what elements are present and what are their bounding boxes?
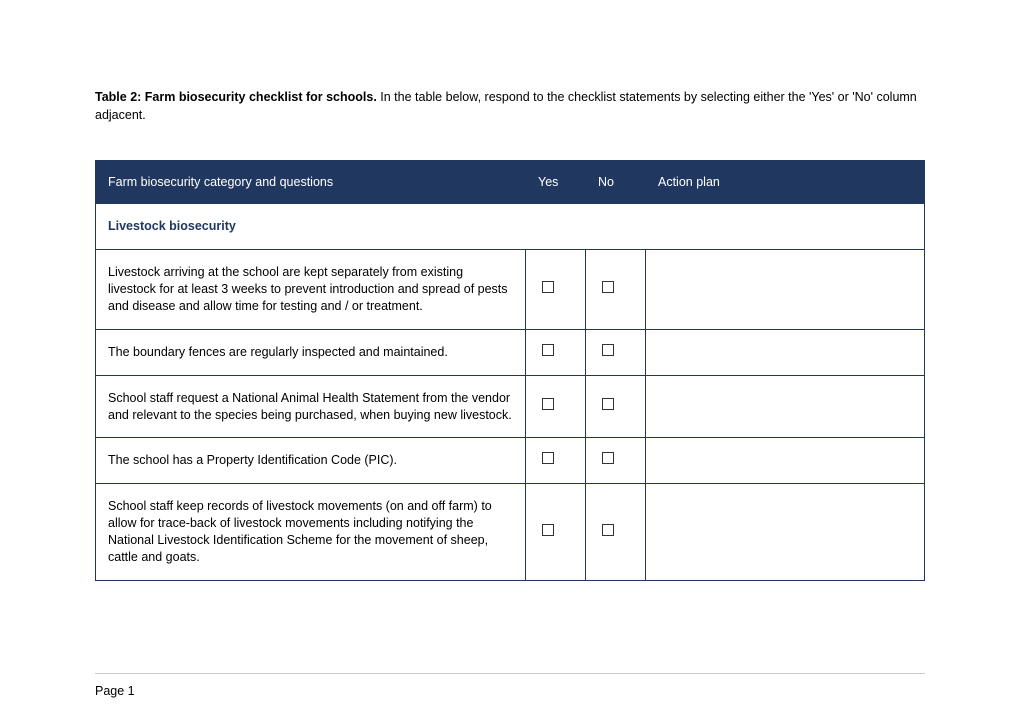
question-cell: The boundary fences are regularly inspec… [96, 329, 526, 375]
page-footer: Page 1 [95, 673, 925, 698]
section-header-row: Livestock biosecurity [96, 204, 925, 250]
checkbox-icon [602, 344, 614, 356]
action-cell[interactable] [646, 375, 925, 438]
checkbox-icon [602, 524, 614, 536]
yes-cell[interactable] [526, 250, 586, 330]
intro-title: Table 2: Farm biosecurity checklist for … [95, 90, 377, 104]
checklist-table: Farm biosecurity category and questions … [95, 160, 925, 581]
yes-cell[interactable] [526, 484, 586, 581]
action-cell[interactable] [646, 250, 925, 330]
no-cell[interactable] [586, 329, 646, 375]
question-cell: School staff request a National Animal H… [96, 375, 526, 438]
table-row: School staff request a National Animal H… [96, 375, 925, 438]
table-row: The school has a Property Identification… [96, 438, 925, 484]
table-row: The boundary fences are regularly inspec… [96, 329, 925, 375]
no-cell[interactable] [586, 438, 646, 484]
checkbox-icon [542, 524, 554, 536]
question-cell: Livestock arriving at the school are kep… [96, 250, 526, 330]
footer-divider [95, 673, 925, 674]
table-header-row: Farm biosecurity category and questions … [96, 161, 925, 204]
header-yes: Yes [526, 161, 586, 204]
page-number: Page 1 [95, 684, 135, 698]
yes-cell[interactable] [526, 438, 586, 484]
checkbox-icon [542, 281, 554, 293]
checkbox-icon [542, 344, 554, 356]
checkbox-icon [602, 281, 614, 293]
action-cell[interactable] [646, 438, 925, 484]
no-cell[interactable] [586, 250, 646, 330]
checkbox-icon [542, 452, 554, 464]
action-cell[interactable] [646, 329, 925, 375]
checkbox-icon [602, 398, 614, 410]
header-category: Farm biosecurity category and questions [96, 161, 526, 204]
no-cell[interactable] [586, 484, 646, 581]
intro-paragraph: Table 2: Farm biosecurity checklist for … [95, 88, 925, 124]
header-action: Action plan [646, 161, 925, 204]
action-cell[interactable] [646, 484, 925, 581]
checkbox-icon [542, 398, 554, 410]
yes-cell[interactable] [526, 329, 586, 375]
table-row: School staff keep records of livestock m… [96, 484, 925, 581]
checkbox-icon [602, 452, 614, 464]
question-cell: The school has a Property Identification… [96, 438, 526, 484]
header-no: No [586, 161, 646, 204]
question-cell: School staff keep records of livestock m… [96, 484, 526, 581]
no-cell[interactable] [586, 375, 646, 438]
yes-cell[interactable] [526, 375, 586, 438]
section-title: Livestock biosecurity [96, 204, 925, 250]
table-row: Livestock arriving at the school are kep… [96, 250, 925, 330]
